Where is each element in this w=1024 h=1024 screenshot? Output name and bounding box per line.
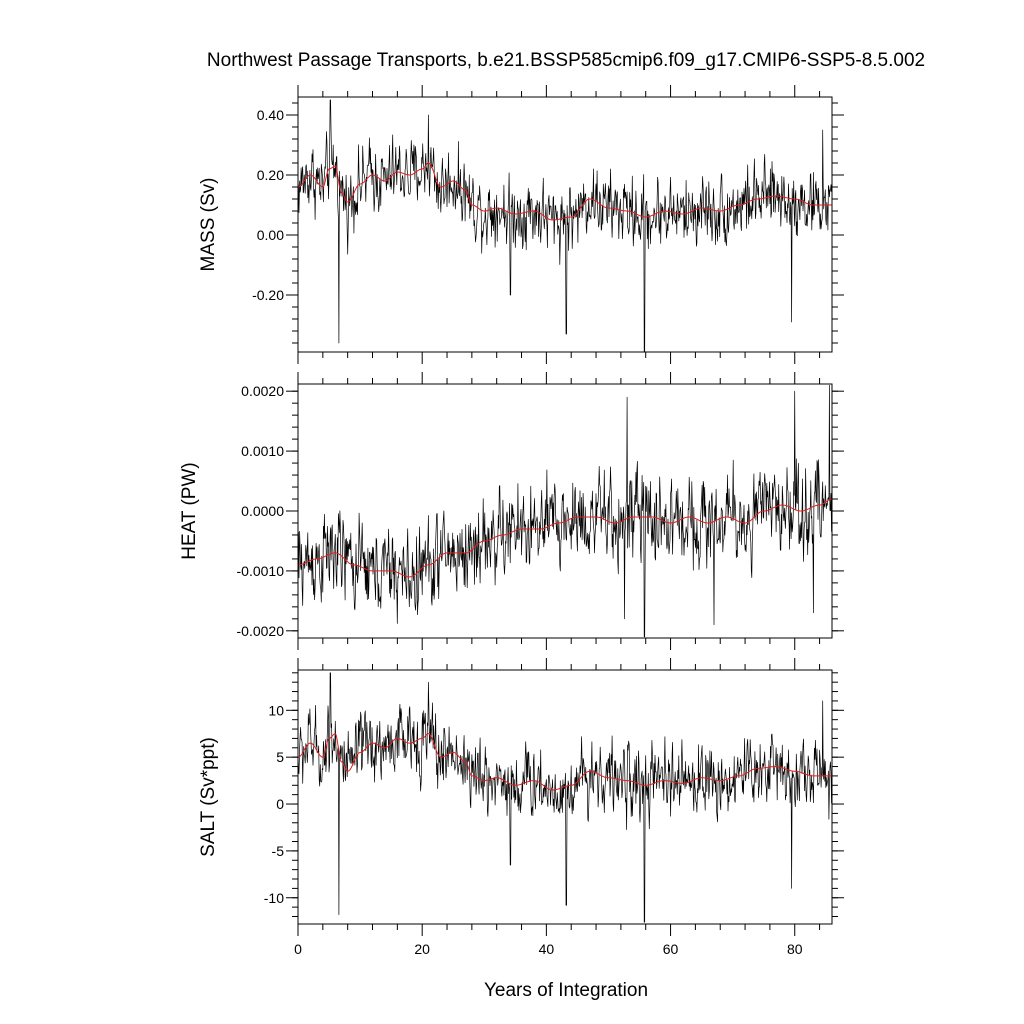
y-axis-label-salt: SALT (Sv*ppt) [198, 737, 219, 857]
panel-heat: 0.0020 0.0010 0.0000 -0.0010 -0.0020 HEAT (PW… [179, 372, 844, 650]
y-tick-label: 0.0020 [241, 383, 284, 399]
y-tick-label: -5 [272, 843, 285, 859]
y-tick-label: 5 [276, 749, 284, 765]
y-tick-label: 0.0010 [241, 443, 284, 459]
y-tick-label: -0.0010 [237, 563, 285, 579]
monthly-series-salt [297, 672, 833, 923]
x-tick-label: 80 [787, 941, 803, 957]
chart-title: Northwest Passage Transports, b.e21.BSSP… [207, 50, 925, 71]
panel-mass: 0.40 0.20 0.00 -0.20 MASS (Sv) [198, 85, 844, 364]
y-tick-label: -0.0020 [237, 623, 285, 639]
y-tick-label: 0.0000 [241, 503, 284, 519]
y-axis-label-heat: HEAT (PW) [179, 462, 200, 559]
monthly-series-mass [297, 99, 833, 353]
smoothed-series-mass [297, 162, 832, 221]
y-tick-label: 0.20 [257, 167, 284, 183]
x-tick-label: 60 [663, 941, 679, 957]
y-tick-label: 0 [276, 796, 284, 812]
y-tick-label: -10 [264, 890, 284, 906]
x-axis-label: Years of Integration [484, 980, 648, 1001]
smoothed-series-heat [298, 498, 832, 578]
panel-salt: 10 5 0 -5 -10 SALT (Sv*ppt) [198, 658, 844, 936]
y-axis-label-mass: MASS (Sv) [198, 178, 219, 272]
x-tick-label: 40 [539, 941, 555, 957]
y-tick-label: 0.40 [257, 107, 284, 123]
x-tick-label: 20 [414, 941, 430, 957]
plot-frame [297, 669, 833, 925]
y-tick-label: 10 [268, 702, 284, 718]
y-tick-label: 0.00 [257, 227, 284, 243]
smoothed-series-salt [297, 733, 832, 791]
y-tick-label: -0.20 [252, 287, 284, 303]
monthly-series-heat [297, 384, 833, 638]
plot-frame [297, 96, 833, 353]
x-tick-label: 0 [294, 941, 302, 957]
